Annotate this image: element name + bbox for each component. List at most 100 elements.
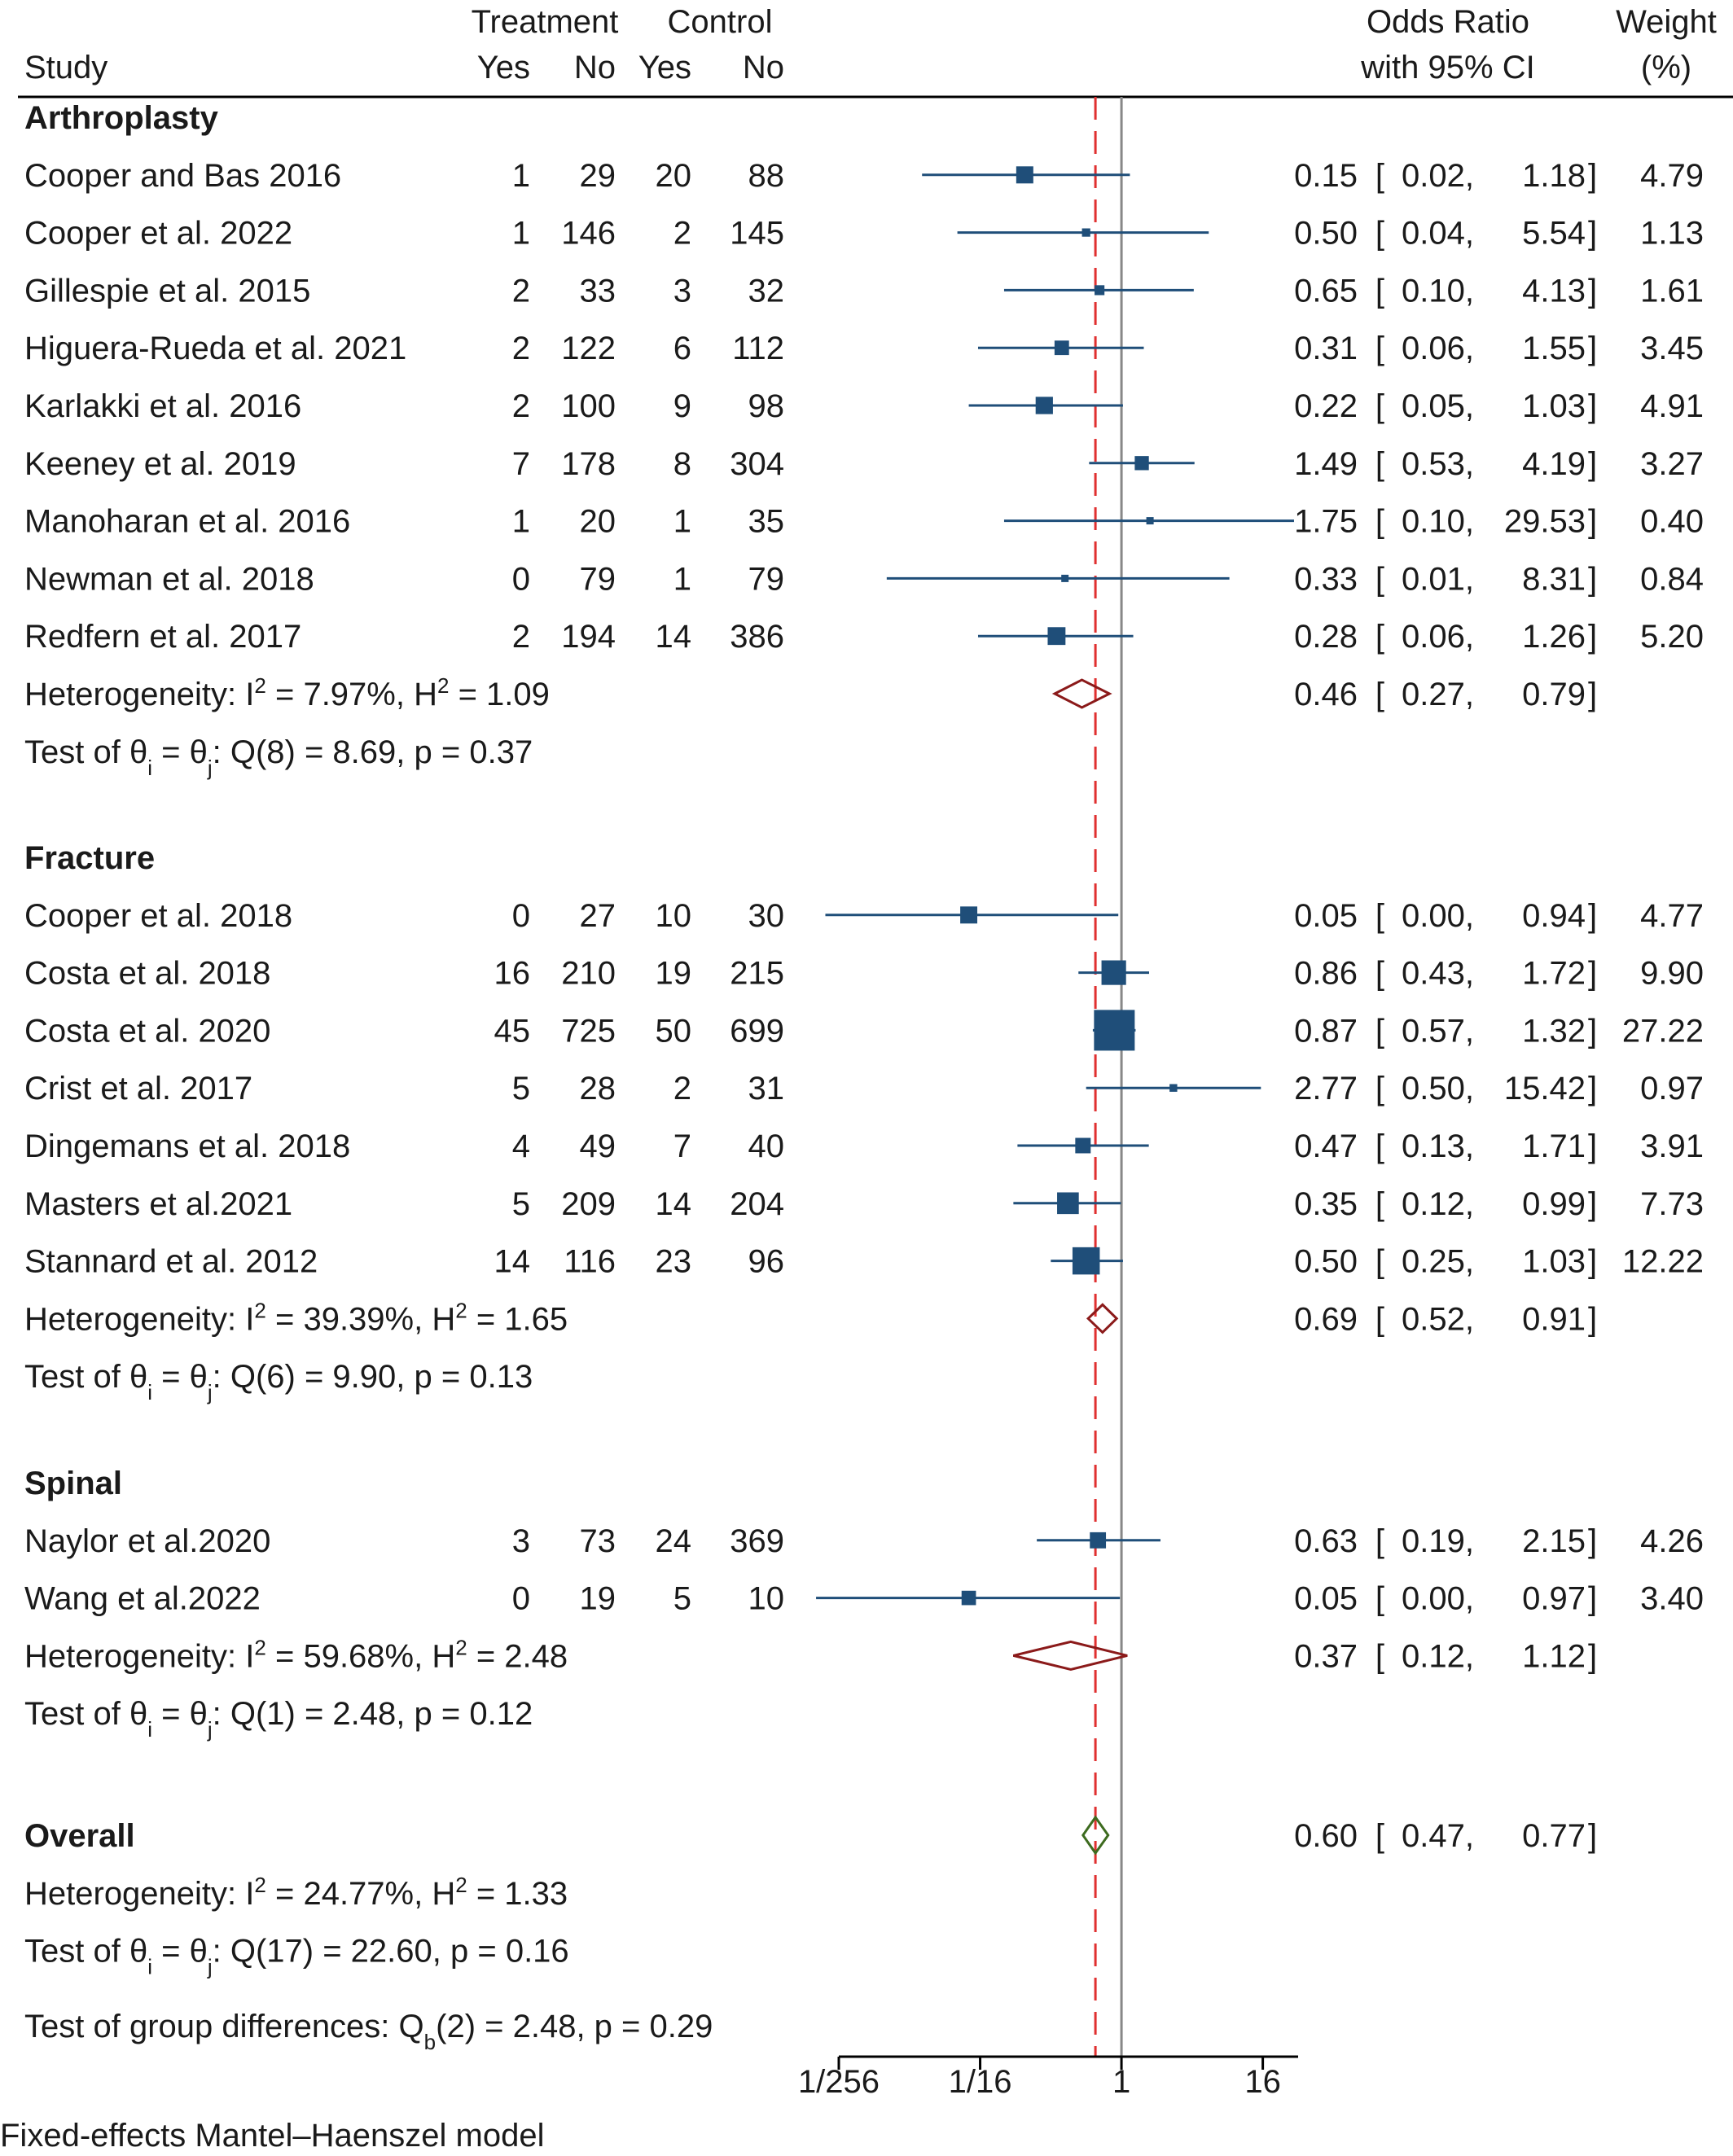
g1-study6-ci-lower-value: 0.25, [1402,1244,1474,1280]
g2-homogeneity-test: Test of θi = θj: Q(1) = 2.48, p = 0.12 [24,1696,533,1742]
g2-summary-ci-upper-value: 1.12 [1522,1638,1586,1674]
overall-ci-open-bracket: [ [1375,1818,1384,1854]
g1-study3-control-no: 31 [748,1071,785,1106]
g1-study6-treatment-no: 116 [564,1244,616,1280]
g1-study6-weight: 12.22 [1622,1244,1704,1280]
g1-study5-weight: 7.73 [1640,1186,1704,1222]
g0-study1-ci-open-bracket: [ [1375,216,1384,252]
study-column-header: Study [24,50,107,85]
g1-study3-ci-lower-value: 0.50, [1402,1071,1474,1106]
g1-study0-or-value: 0.05 [1294,898,1358,934]
g0-study5-treatment-yes: 7 [512,446,530,482]
g1-study2-ci-close-bracket: ] [1588,1013,1597,1049]
x-tick-label-2: 1 [1112,2064,1130,2100]
g0-study0-treatment-yes: 1 [512,158,530,194]
g1-study4-ci-upper-value: 1.71 [1522,1128,1586,1164]
g1-study0-ci-open-bracket: [ [1375,898,1384,934]
g0-study6-marker [1146,517,1154,525]
g1-study0-weight: 4.77 [1640,898,1704,934]
g1-study3-name: Crist et al. 2017 [24,1071,252,1106]
g2-study1-treatment-yes: 0 [512,1581,530,1617]
g1-study5-ci-lower-value: 0.12, [1402,1186,1474,1222]
overall-diamond [1081,1815,1110,1856]
g2-study0-treatment-no: 73 [580,1523,616,1559]
g0-study0-marker [1016,166,1033,184]
g0-study8-name: Redfern et al. 2017 [24,619,301,655]
g0-study7-treatment-no: 79 [580,561,616,597]
g0-study2-or-value: 0.65 [1294,273,1358,309]
g0-study4-or-value: 0.22 [1294,388,1358,424]
g0-study3-marker [1054,340,1069,356]
g0-study5-ci-open-bracket: [ [1375,446,1384,482]
g1-study3-control-yes: 2 [673,1071,691,1106]
overall-ci-lower-value: 0.47, [1402,1818,1474,1854]
g0-study8-ci-upper-value: 1.26 [1522,619,1586,655]
g1-study3-treatment-yes: 5 [512,1071,530,1106]
g1-study2-control-yes: 50 [656,1013,692,1049]
g0-study5-or-value: 1.49 [1294,446,1358,482]
g1-study5-or-value: 0.35 [1294,1186,1358,1222]
g0-study5-treatment-no: 178 [561,446,616,482]
g0-study4-marker [1035,397,1053,414]
g0-study8-treatment-no: 194 [561,619,616,655]
g0-study8-ci-close-bracket: ] [1588,619,1597,655]
weight-unit-header: (%) [1641,50,1691,85]
g0-study1-control-no: 145 [730,216,784,252]
g0-summary-ci-lower-value: 0.27, [1402,677,1474,712]
g0-study1-treatment-yes: 1 [512,216,530,252]
g2-study0-name: Naylor et al.2020 [24,1523,270,1559]
g1-study4-treatment-no: 49 [580,1128,616,1164]
g1-study6-ci-upper-value: 1.03 [1522,1244,1586,1280]
overall-heterogeneity: Heterogeneity: I2 = 24.77%, H2 = 1.33 [24,1873,568,1912]
g1-study6-name: Stannard et al. 2012 [24,1244,318,1280]
g0-study2-control-yes: 3 [673,273,691,309]
control-yes-header: Yes [638,50,691,85]
g0-study6-or-value: 1.75 [1294,504,1358,540]
g0-study0-control-no: 88 [748,158,785,194]
g1-study1-weight: 9.90 [1640,956,1704,992]
g1-study3-weight: 0.97 [1640,1071,1704,1106]
g0-study7-or-value: 0.33 [1294,561,1358,597]
odds-ratio-header: Odds Ratio [1367,4,1529,40]
g1-study4-ci-close-bracket: ] [1588,1128,1597,1164]
g0-study7-ci-close-bracket: ] [1588,561,1597,597]
g2-summary-diamond [1013,1640,1128,1671]
g1-study5-ci-open-bracket: [ [1375,1186,1384,1222]
g0-study2-ci-lower-value: 0.10, [1402,273,1474,309]
g1-summary-ci-open-bracket: [ [1375,1301,1384,1337]
g0-study6-ci-upper-value: 29.53 [1504,504,1586,540]
g1-study0-treatment-no: 27 [580,898,616,934]
g1-study5-treatment-yes: 5 [512,1186,530,1222]
g1-study0-control-yes: 10 [656,898,692,934]
g0-study0-ci-open-bracket: [ [1375,158,1384,194]
g0-study1-or-value: 0.50 [1294,216,1358,252]
g1-study4-treatment-yes: 4 [512,1128,530,1164]
g0-study0-ci-upper-value: 1.18 [1522,158,1586,194]
g0-study7-control-no: 79 [748,561,785,597]
g1-summary-ci-upper-value: 0.91 [1522,1301,1586,1337]
g1-study4-ci-lower-value: 0.13, [1402,1128,1474,1164]
g0-study8-or-value: 0.28 [1294,619,1358,655]
g0-study7-name: Newman et al. 2018 [24,561,314,597]
g0-study6-control-yes: 1 [673,504,691,540]
control-no-header: No [743,50,784,85]
g1-homogeneity-test: Test of θi = θj: Q(6) = 9.90, p = 0.13 [24,1359,533,1404]
g1-study5-treatment-no: 209 [561,1186,616,1222]
g1-study1-control-yes: 19 [656,956,692,992]
g0-study4-ci-open-bracket: [ [1375,388,1384,424]
g0-study3-ci-upper-value: 1.55 [1522,331,1586,366]
g1-study2-ci-lower-value: 0.57, [1402,1013,1474,1049]
g2-study0-weight: 4.26 [1640,1523,1704,1559]
g0-study0-ci-close-bracket: ] [1588,158,1597,194]
g1-study6-or-value: 0.50 [1294,1244,1358,1280]
g1-study4-control-yes: 7 [673,1128,691,1164]
g1-study4-weight: 3.91 [1640,1128,1704,1164]
g2-heterogeneity: Heterogeneity: I2 = 59.68%, H2 = 2.48 [24,1635,568,1674]
g1-study0-ci-upper-value: 0.94 [1522,898,1586,934]
g1-study1-name: Costa et al. 2018 [24,956,270,992]
g0-study5-control-yes: 8 [673,446,691,482]
model-footnote: Fixed-effects Mantel–Haenszel model [0,2118,544,2154]
g0-study8-weight: 5.20 [1640,619,1704,655]
g0-study0-name: Cooper and Bas 2016 [24,158,341,194]
group-differences-test: Test of group differences: Qb(2) = 2.48,… [24,2009,713,2054]
